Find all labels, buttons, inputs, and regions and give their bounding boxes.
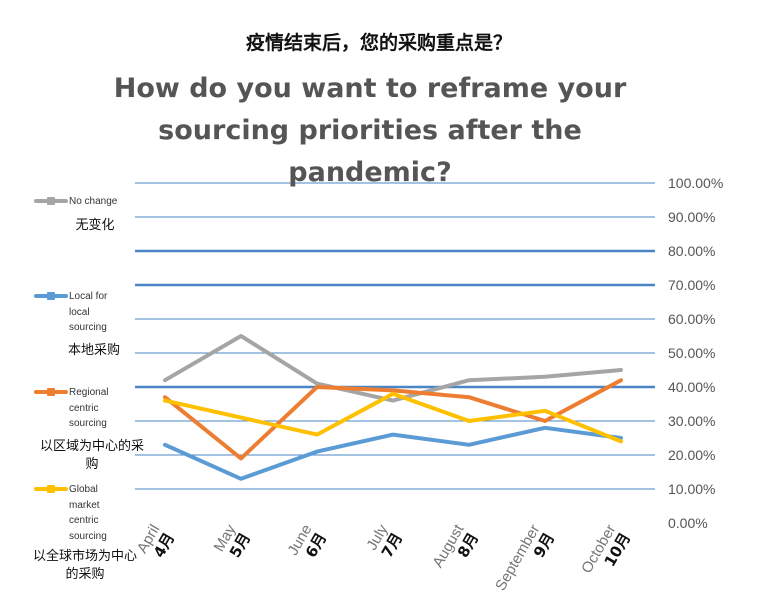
legend-label-no-change-cn: 无变化 xyxy=(75,218,115,233)
y-tick-label: 0.00% xyxy=(668,515,708,531)
y-tick-label: 20.00% xyxy=(668,447,715,463)
legend-label-regional: Regional centric sourcing xyxy=(69,387,109,429)
legend-label-global-cn: 以全球市场为中心的采购 xyxy=(32,549,137,582)
y-tick-label: 50.00% xyxy=(668,345,715,361)
legend-swatch-regional xyxy=(34,388,68,396)
y-tick-label: 10.00% xyxy=(668,481,715,497)
series-line-3 xyxy=(163,378,623,461)
legend-swatch-global xyxy=(34,485,68,493)
chart-title: How do you want to reframe your sourcing… xyxy=(113,73,627,188)
legend-label-global: Global market centric sourcing xyxy=(69,484,107,542)
y-tick-label: 100.00% xyxy=(668,175,723,191)
y-tick-label: 30.00% xyxy=(668,413,715,429)
chart-title-chinese: 疫情结束后，您的采购重点是？ xyxy=(245,32,512,54)
legend-label-regional-cn: 以区域为中心的采购 xyxy=(40,439,145,472)
y-tick-label: 70.00% xyxy=(668,277,715,293)
y-tick-label: 90.00% xyxy=(668,209,715,225)
legend-swatch-no-change xyxy=(34,197,68,205)
y-tick-label: 60.00% xyxy=(668,311,715,327)
series-line-2 xyxy=(163,425,623,481)
series-line-4 xyxy=(163,391,623,444)
x-tick-label-en: September xyxy=(492,522,543,594)
legend-label-no-change: No change xyxy=(69,196,118,207)
legend-label-local: Local for local sourcing xyxy=(69,291,108,333)
y-tick-label: 40.00% xyxy=(668,379,715,395)
legend-swatch-local xyxy=(34,292,68,300)
series-line-1 xyxy=(163,334,623,403)
y-tick-label: 80.00% xyxy=(668,243,715,259)
legend-label-local-cn: 本地采购 xyxy=(67,343,120,358)
